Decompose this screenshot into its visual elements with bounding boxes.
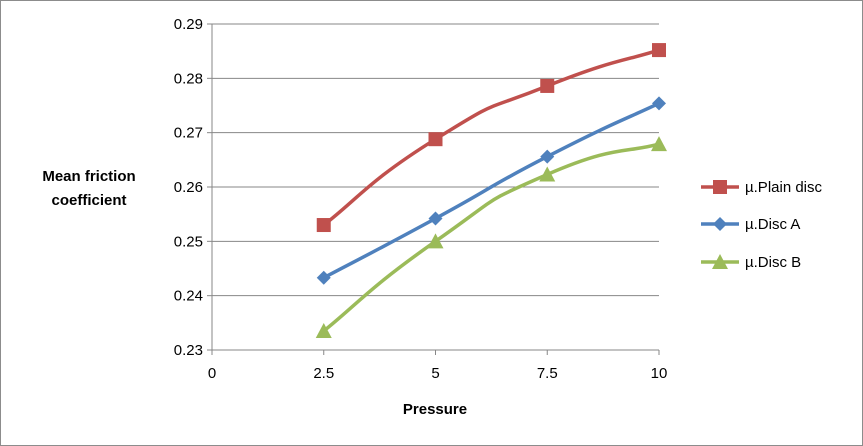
data-point bbox=[428, 132, 443, 147]
series-2 bbox=[316, 96, 666, 285]
x-tick-labels: 0 2.5 5 7.5 10 bbox=[208, 365, 668, 382]
gridlines bbox=[212, 23, 659, 297]
x-tick-label: 2.5 bbox=[313, 365, 334, 382]
legend-marker bbox=[713, 217, 727, 231]
data-point bbox=[652, 96, 666, 111]
y-tick-labels: 0.23 0.24 0.25 0.26 0.27 0.28 0.29 bbox=[174, 16, 203, 359]
data-point bbox=[316, 218, 331, 233]
data-point bbox=[427, 233, 444, 249]
y-tick-label: 0.27 bbox=[174, 125, 203, 142]
x-tick-label: 10 bbox=[651, 365, 668, 382]
legend-marker bbox=[712, 254, 728, 269]
data-point bbox=[428, 211, 443, 226]
legend-item: µ.Plain disc bbox=[701, 179, 823, 196]
legend-item: µ.Disc A bbox=[701, 216, 800, 233]
data-point bbox=[540, 149, 555, 164]
data-point bbox=[540, 78, 555, 93]
series-3 bbox=[315, 136, 667, 338]
x-tick-label: 7.5 bbox=[537, 365, 558, 382]
series-line bbox=[322, 101, 661, 280]
x-tick-label: 5 bbox=[431, 365, 439, 382]
y-tick-label: 0.26 bbox=[174, 179, 203, 196]
y-axis-title-line-1: Mean friction bbox=[42, 168, 135, 185]
legend-label: µ.Disc B bbox=[745, 254, 801, 271]
y-tick-label: 0.24 bbox=[174, 288, 203, 305]
legend-label: µ.Plain disc bbox=[745, 179, 823, 196]
data-point bbox=[651, 136, 667, 152]
legend: µ.Plain disc µ.Disc A µ.Disc B bbox=[701, 179, 823, 271]
y-tick-label: 0.29 bbox=[174, 16, 203, 33]
series-layer bbox=[315, 43, 667, 338]
series-line bbox=[322, 48, 661, 227]
legend-marker bbox=[713, 180, 727, 194]
series-line bbox=[322, 142, 661, 333]
series-1 bbox=[316, 43, 666, 233]
axes bbox=[207, 23, 660, 355]
legend-label: µ.Disc A bbox=[745, 216, 800, 233]
y-tick-label: 0.28 bbox=[174, 70, 203, 87]
y-axis-title-line-2: coefficient bbox=[51, 192, 126, 209]
data-point bbox=[315, 322, 332, 338]
y-tick-label: 0.25 bbox=[174, 233, 203, 250]
x-axis-title: Pressure bbox=[403, 401, 467, 418]
legend-item: µ.Disc B bbox=[701, 254, 801, 271]
x-tick-label: 0 bbox=[208, 365, 216, 382]
data-point bbox=[652, 43, 666, 58]
data-point bbox=[316, 270, 331, 285]
data-point bbox=[539, 166, 556, 182]
y-tick-label: 0.23 bbox=[174, 342, 203, 359]
